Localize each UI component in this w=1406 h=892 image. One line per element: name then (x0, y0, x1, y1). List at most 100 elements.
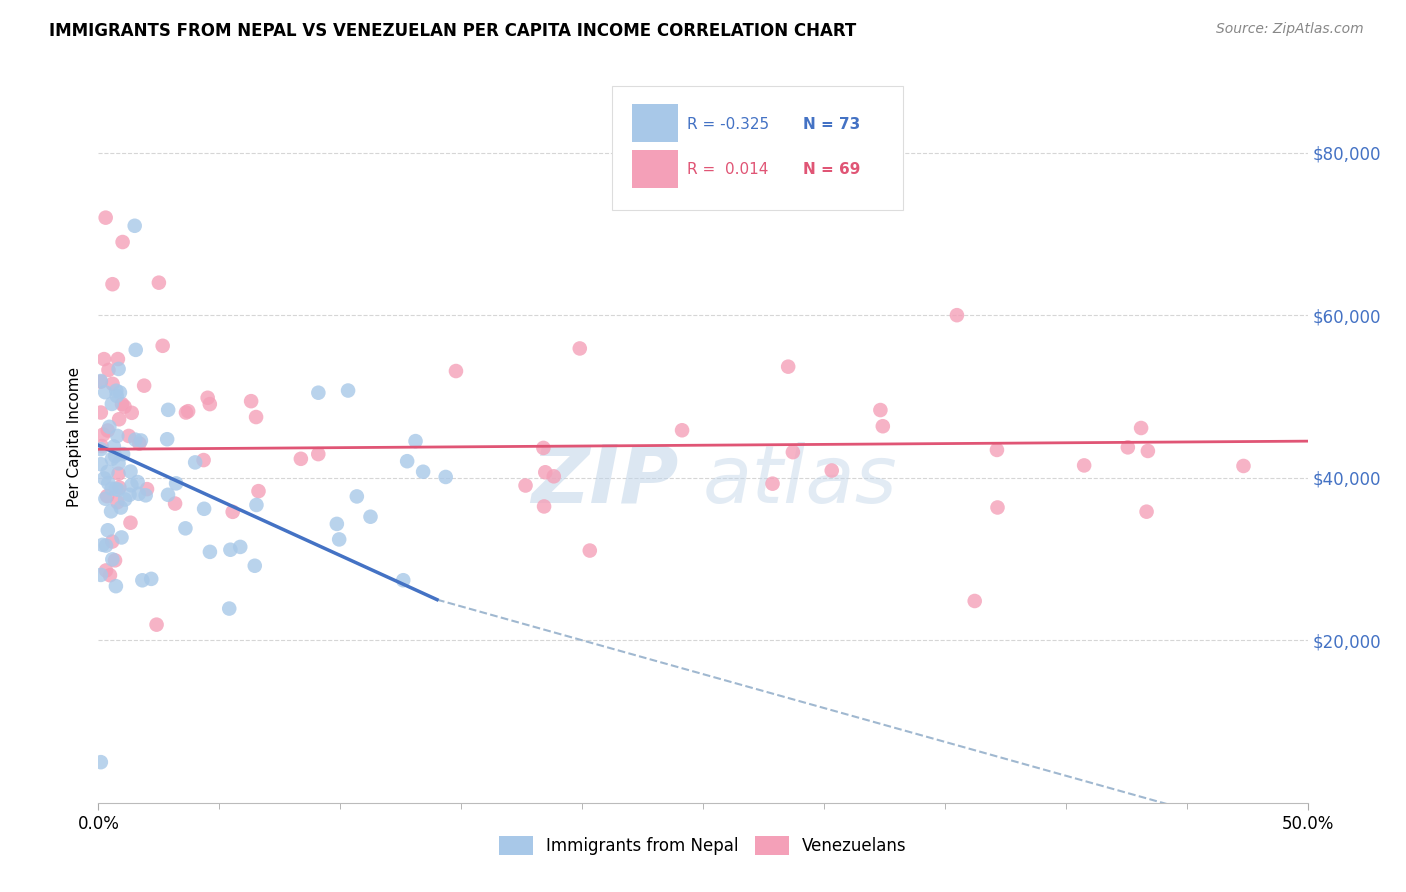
FancyBboxPatch shape (631, 151, 678, 188)
Point (93, 471, 115, 485)
Point (104, 482, 127, 496)
Text: ZIP: ZIP (531, 442, 679, 520)
Point (174, 405, 197, 419)
Point (198, 397, 221, 411)
Point (101, 552, 124, 566)
Point (197, 391, 219, 405)
Point (90, 755, 112, 769)
Point (100, 482, 122, 496)
Point (346, 490, 368, 504)
Point (91, 538, 114, 552)
Text: Source: ZipAtlas.com: Source: ZipAtlas.com (1216, 22, 1364, 37)
Point (177, 404, 200, 418)
Point (103, 440, 125, 454)
Point (96, 489, 118, 503)
Point (107, 467, 129, 481)
Point (1073, 458, 1095, 473)
Point (1135, 505, 1157, 519)
Point (105, 389, 128, 403)
Point (93, 352, 115, 367)
Point (240, 394, 263, 409)
Point (110, 531, 132, 545)
Point (94, 211, 117, 225)
Point (1130, 421, 1153, 435)
Y-axis label: Per Capita Income: Per Capita Income (67, 367, 83, 508)
Point (156, 432, 179, 446)
Text: N = 69: N = 69 (803, 161, 860, 177)
Point (91, 427, 114, 442)
Point (533, 500, 555, 514)
Point (148, 276, 170, 290)
Point (107, 352, 129, 367)
Point (444, 364, 467, 378)
Point (534, 465, 557, 479)
Point (778, 359, 800, 374)
Point (543, 469, 565, 483)
Point (127, 475, 149, 489)
Point (131, 574, 153, 588)
Point (174, 521, 197, 535)
Point (121, 406, 143, 420)
Point (219, 542, 242, 557)
Point (90, 439, 112, 453)
Point (568, 342, 591, 356)
Point (243, 558, 266, 573)
Point (98, 420, 121, 434)
Point (307, 447, 329, 461)
Point (946, 308, 969, 322)
Point (165, 497, 187, 511)
Point (107, 495, 129, 509)
Point (97, 523, 120, 537)
Point (111, 235, 134, 249)
Point (986, 442, 1008, 457)
Point (124, 219, 146, 233)
Point (360, 509, 382, 524)
Text: R = -0.325: R = -0.325 (688, 117, 769, 131)
Point (120, 465, 142, 479)
Point (221, 505, 243, 519)
Point (247, 484, 270, 499)
Point (108, 412, 131, 426)
Point (114, 400, 136, 414)
Point (434, 470, 457, 484)
Point (107, 483, 129, 497)
Point (328, 533, 350, 547)
Point (94, 539, 117, 553)
Point (90, 457, 112, 471)
Point (1136, 444, 1159, 458)
Point (125, 343, 148, 357)
Point (184, 455, 207, 469)
Point (114, 492, 136, 507)
Point (101, 277, 124, 292)
Point (515, 478, 537, 492)
Point (245, 410, 267, 425)
Point (98, 568, 121, 582)
Point (120, 478, 142, 492)
Legend: Immigrants from Nepal, Venezuelans: Immigrants from Nepal, Venezuelans (495, 831, 911, 860)
Point (141, 572, 163, 586)
Point (97, 363, 120, 377)
Point (94, 564, 117, 578)
Point (94, 385, 117, 400)
Point (97, 424, 120, 438)
Point (396, 454, 419, 468)
Point (128, 487, 150, 501)
Point (578, 543, 600, 558)
Point (105, 384, 128, 398)
Point (531, 441, 554, 455)
Point (112, 447, 135, 461)
Point (104, 553, 127, 567)
Point (107, 362, 129, 376)
Point (145, 617, 167, 632)
Point (869, 403, 891, 417)
Point (94, 491, 117, 506)
Point (1116, 441, 1139, 455)
Point (136, 482, 159, 496)
Point (761, 476, 783, 491)
Point (671, 423, 693, 437)
Point (218, 601, 240, 615)
FancyBboxPatch shape (613, 86, 903, 211)
Point (101, 397, 124, 411)
Point (128, 436, 150, 450)
Point (134, 378, 156, 392)
